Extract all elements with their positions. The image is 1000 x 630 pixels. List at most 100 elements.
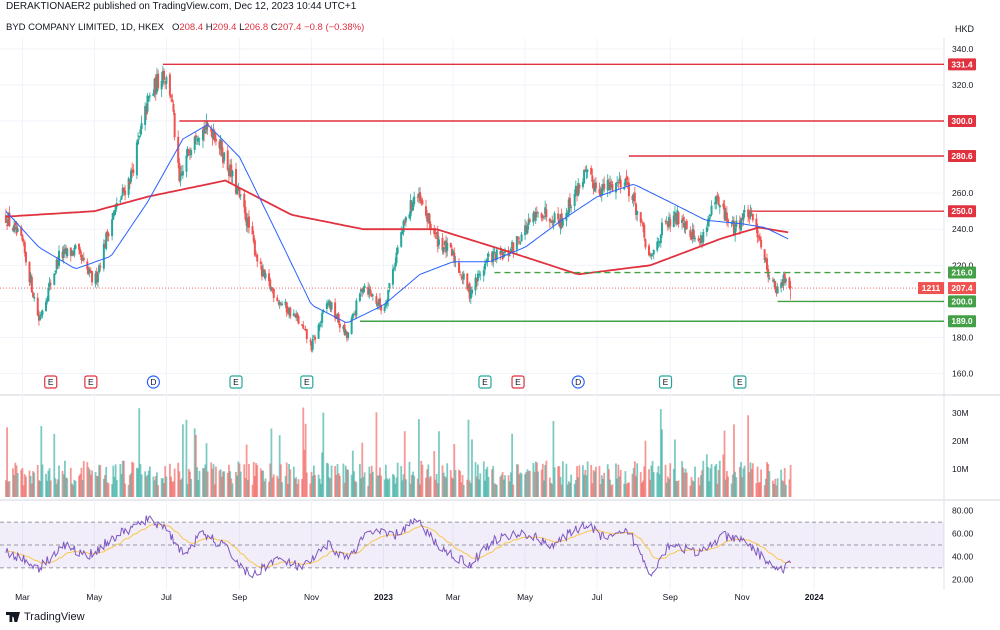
candle-body xyxy=(187,149,190,154)
tradingview-brand-text: TradingView xyxy=(24,611,85,623)
volume-bar xyxy=(393,475,396,497)
volume-bar xyxy=(550,482,552,497)
earnings-marker[interactable]: E xyxy=(44,375,58,389)
volume-bar xyxy=(466,479,469,497)
volume-bar xyxy=(40,426,43,497)
volume-bar xyxy=(788,479,791,497)
volume-bar xyxy=(525,471,528,497)
volume-bar xyxy=(210,462,213,497)
volume-bar xyxy=(95,476,98,497)
volume-bar xyxy=(20,469,23,497)
candle-body xyxy=(551,220,554,224)
volume-bar xyxy=(229,471,231,497)
candle-body xyxy=(56,261,59,265)
earnings-marker[interactable]: E xyxy=(511,375,525,389)
volume-bar xyxy=(631,473,634,497)
volume-bar xyxy=(310,471,313,497)
candle-body xyxy=(717,196,720,206)
volume-bar xyxy=(261,470,263,497)
candle-body xyxy=(433,228,436,235)
volume-bar xyxy=(124,483,126,497)
volume-bar xyxy=(161,478,164,497)
candle-body xyxy=(334,302,337,319)
candle-body xyxy=(361,288,364,292)
volume-bar xyxy=(677,480,680,497)
volume-bar xyxy=(766,462,768,497)
dividend-marker[interactable]: D xyxy=(146,375,160,389)
candle-body xyxy=(494,254,497,260)
candle-body xyxy=(594,182,597,189)
volume-bar xyxy=(682,467,685,497)
candle-body xyxy=(222,154,225,163)
candle-body xyxy=(499,251,502,255)
candle-body xyxy=(154,76,157,95)
volume-bar xyxy=(48,468,51,497)
volume-bar xyxy=(165,476,168,497)
high-value: 209.4 xyxy=(212,22,237,33)
volume-bar xyxy=(284,475,287,497)
volume-bar xyxy=(211,468,214,497)
volume-bar xyxy=(690,477,693,497)
earnings-marker[interactable]: E xyxy=(229,375,243,389)
dividend-marker-icon xyxy=(571,375,585,389)
volume-bar xyxy=(491,469,493,497)
candle-body xyxy=(41,310,44,315)
candle-body xyxy=(137,139,140,145)
candle-body xyxy=(198,138,201,140)
tradingview-logo[interactable]: TradingView xyxy=(6,611,85,623)
volume-bar xyxy=(405,479,407,497)
volume-bar xyxy=(74,480,77,497)
volume-bar xyxy=(502,479,505,497)
candle-body xyxy=(102,243,105,269)
volume-bar xyxy=(586,461,589,497)
volume-bar xyxy=(510,472,512,497)
candle-body xyxy=(682,217,685,222)
candle-body xyxy=(80,254,83,261)
volume-bar xyxy=(731,474,734,497)
candle-body xyxy=(738,220,741,229)
candle-body xyxy=(271,289,274,291)
earnings-marker[interactable]: E xyxy=(84,375,98,389)
candle-body xyxy=(426,216,429,222)
volume-bar xyxy=(552,420,555,497)
volume-bar xyxy=(527,470,530,497)
earnings-marker[interactable]: E xyxy=(300,375,314,389)
candle-body xyxy=(495,249,498,260)
volume-bar xyxy=(105,466,108,497)
candle-body xyxy=(73,248,76,256)
candle-body xyxy=(501,252,504,260)
candle-body xyxy=(524,225,527,236)
candle-body xyxy=(710,205,713,215)
earnings-marker[interactable]: E xyxy=(658,375,673,389)
candle-body xyxy=(788,277,791,289)
candle-body xyxy=(259,261,262,264)
event-marker-label: E xyxy=(88,377,94,387)
candle-body xyxy=(387,289,390,302)
candle-body xyxy=(362,287,365,293)
candle-body xyxy=(586,170,589,172)
candle-body xyxy=(255,254,258,256)
earnings-marker[interactable]: E xyxy=(733,375,747,389)
dividend-marker[interactable]: D xyxy=(571,375,585,389)
volume-bar xyxy=(5,480,7,497)
earnings-marker[interactable]: E xyxy=(478,375,492,389)
candle-body xyxy=(658,241,661,243)
event-marker-label: D xyxy=(150,377,156,387)
candle-body xyxy=(610,181,613,184)
volume-bar xyxy=(376,475,379,497)
volume-bar xyxy=(776,478,779,497)
volume-bar xyxy=(427,464,430,497)
candle-body xyxy=(776,286,779,294)
volume-bar xyxy=(304,423,307,497)
candle-body xyxy=(771,279,774,281)
candle-body xyxy=(304,329,307,331)
volume-bar xyxy=(131,461,134,497)
candle-body xyxy=(558,219,561,227)
candle-body xyxy=(214,138,217,142)
volume-bar xyxy=(219,469,222,497)
volume-bar xyxy=(120,473,123,497)
candle-body xyxy=(62,249,65,258)
close-value: 207.4 xyxy=(277,22,302,33)
volume-bar xyxy=(318,478,321,497)
